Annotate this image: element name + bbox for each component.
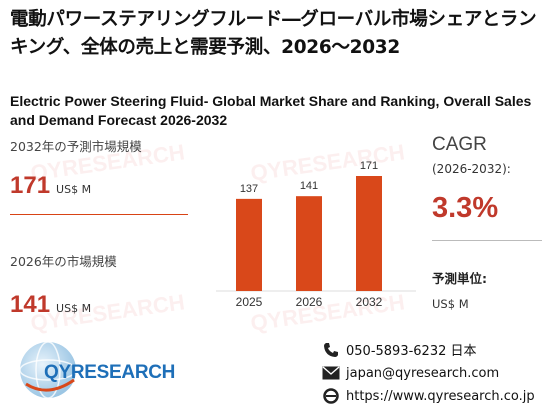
cagr-divider — [432, 240, 542, 241]
bar-chart: 137 2025 141 2026 171 2032 — [216, 160, 416, 309]
phone-icon — [322, 341, 340, 359]
forecast-size-unit: US$ M — [56, 183, 92, 196]
contact-website: https://www.qyresearch.co.jp — [322, 387, 535, 405]
forecast-unit-label: 予測単位: — [432, 271, 487, 286]
page-title-jp: 電動パワーステアリングフルード―グローバル市場シェアとランキング、全体の売上と需… — [10, 9, 537, 58]
metric-divider — [10, 214, 188, 215]
forecast-size-value: 171 US$ M — [10, 172, 91, 200]
current-size-label: 2026年の市場規模 — [10, 254, 117, 269]
contact-email: japan@qyresearch.com — [322, 364, 499, 382]
qyresearch-logo-text: QYRESEARCH — [44, 362, 176, 383]
forecast-size-number: 171 — [10, 172, 51, 199]
current-size-unit: US$ M — [56, 302, 92, 315]
phone-number: 050-5893-6232 日本 — [346, 344, 477, 359]
browser-icon — [322, 387, 340, 405]
qyresearch-globe-icon — [19, 341, 77, 399]
forecast-unit-value: US$ M — [432, 297, 469, 311]
bar-value-label: 141 — [300, 180, 318, 192]
x-tick-label: 2032 — [356, 295, 383, 309]
bar-2032 — [356, 176, 382, 291]
website-url[interactable]: https://www.qyresearch.co.jp — [346, 388, 535, 404]
bar-value-label: 137 — [240, 183, 258, 195]
cagr-value: 3.3% — [432, 192, 499, 224]
current-size-number: 141 — [10, 291, 51, 318]
email-address[interactable]: japan@qyresearch.com — [346, 365, 500, 381]
x-tick-label: 2025 — [236, 295, 263, 309]
page-title-en: Electric Power Steering Fluid- Global Ma… — [10, 93, 532, 128]
contact-phone: 050-5893-6232 日本 — [322, 340, 477, 359]
bar-value-label: 171 — [360, 160, 378, 172]
forecast-size-label: 2032年の予測市場規模 — [10, 139, 142, 154]
x-tick-label: 2026 — [296, 295, 323, 309]
bar-2025 — [236, 198, 262, 291]
email-icon — [322, 364, 340, 382]
cagr-label: CAGR — [432, 134, 487, 155]
cagr-period: (2026-2032): — [432, 162, 511, 176]
bar-2026 — [296, 196, 322, 291]
current-size-value: 141 US$ M — [10, 291, 91, 319]
